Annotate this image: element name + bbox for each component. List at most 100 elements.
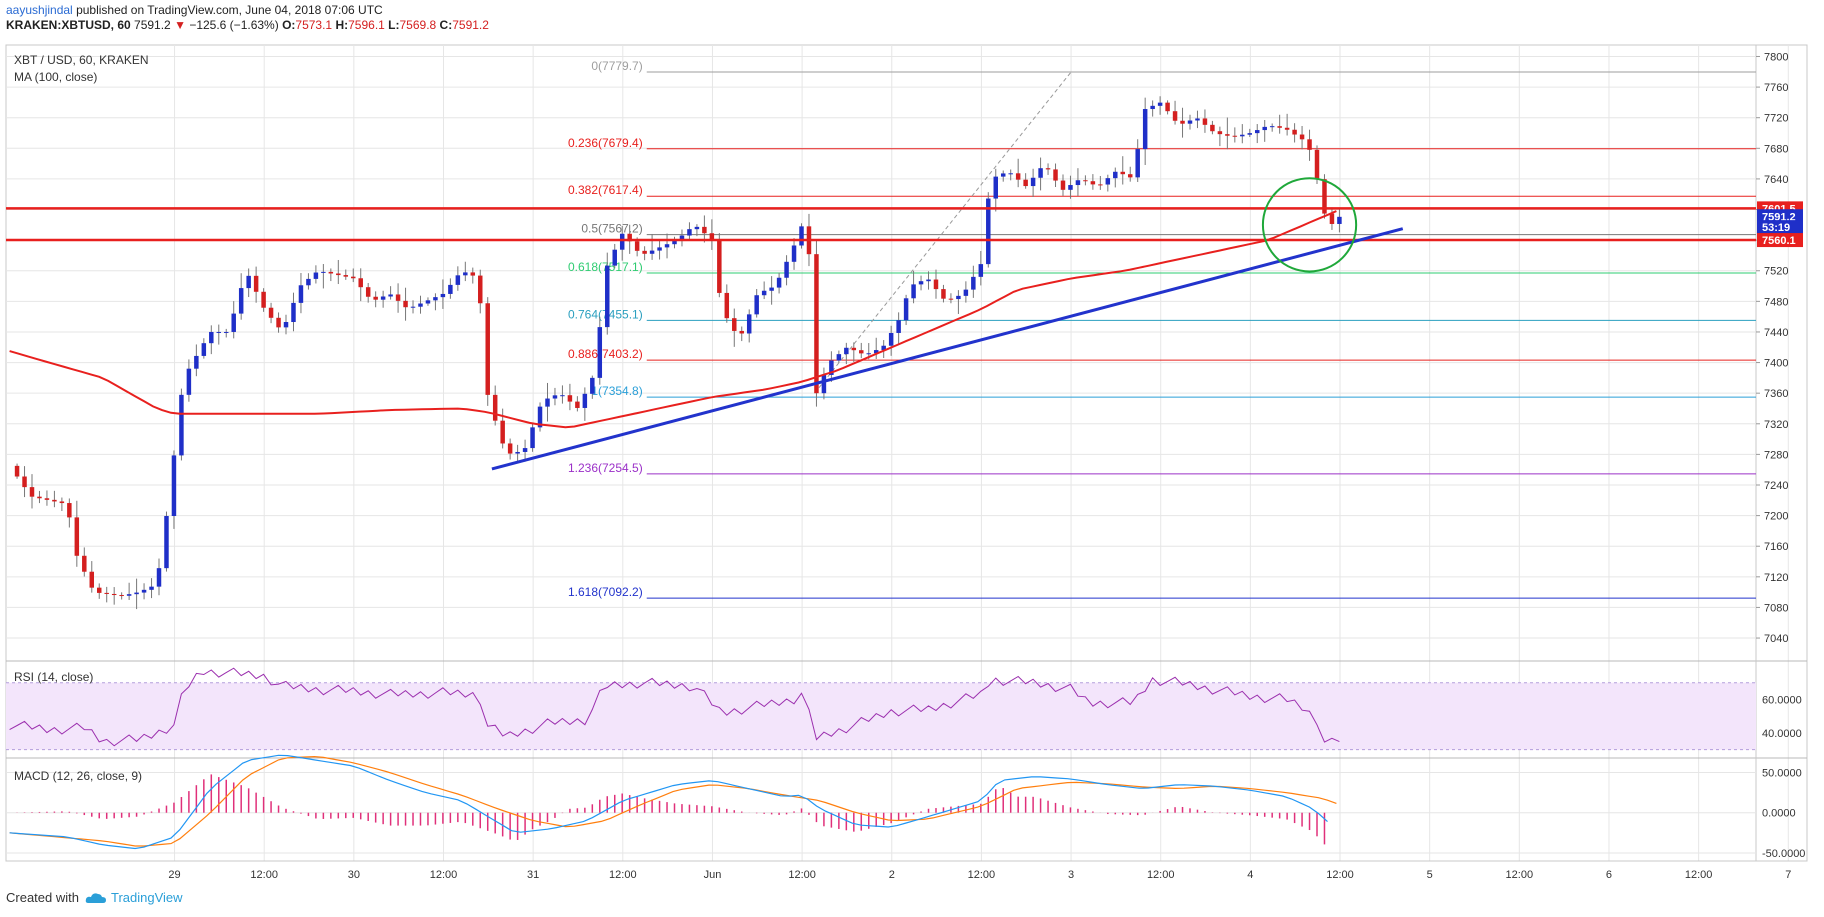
candle-body xyxy=(1000,173,1006,177)
price-tick-label: 7800 xyxy=(1764,51,1788,63)
candle-body xyxy=(1172,111,1178,121)
candle-body xyxy=(96,587,102,593)
time-tick-label: 12:00 xyxy=(968,869,996,881)
candle-body xyxy=(1083,180,1088,182)
rsi-legend: RSI (14, close) xyxy=(14,670,93,684)
candle-body xyxy=(1038,168,1043,178)
candle-body xyxy=(590,377,595,394)
price-tick-label: 7280 xyxy=(1764,449,1788,461)
created-with-label: Created with xyxy=(6,890,79,905)
fib-level-label: 1(7354.8) xyxy=(591,384,642,398)
candle-body xyxy=(948,298,954,300)
candle-body xyxy=(903,298,909,321)
trendline xyxy=(491,227,1404,471)
macd-tick-label: 0.0000 xyxy=(1762,808,1796,820)
candle-body xyxy=(1210,124,1215,132)
candle-body xyxy=(455,275,461,285)
time-axis[interactable]: 29 12:00 30 12:00 31 12:00 Jun 12:00 2 12:00 3 12:0… xyxy=(6,860,1807,881)
time-tick-label: 12:00 xyxy=(788,869,816,881)
candle-body xyxy=(395,294,401,301)
high-label: H: xyxy=(335,18,349,32)
candle-body xyxy=(1202,118,1208,125)
candle-body xyxy=(717,239,722,293)
candle-body xyxy=(37,496,42,499)
candle-body xyxy=(1337,216,1342,224)
candle-body xyxy=(448,284,453,294)
candle-body xyxy=(1187,120,1193,124)
candle-body xyxy=(179,394,184,456)
price-tick-label: 7440 xyxy=(1764,327,1788,339)
low-value: 7569.8 xyxy=(399,18,437,32)
candle-body xyxy=(373,296,378,300)
candle-body xyxy=(605,265,610,328)
price-tag xyxy=(1757,233,1803,248)
candle-body xyxy=(963,289,969,296)
candle-body xyxy=(1053,169,1058,181)
candle-body xyxy=(351,276,356,279)
time-tick-label: 2 xyxy=(889,869,895,881)
candle-body xyxy=(313,272,319,279)
fib-level-label: 0(7779.7) xyxy=(591,59,642,73)
main-legend-title: XBT / USD, 60, KRAKEN xyxy=(14,53,149,67)
candle-body xyxy=(986,198,991,265)
candle-body xyxy=(881,345,886,351)
macd-line xyxy=(9,754,1328,850)
candle-body xyxy=(1150,105,1155,110)
last-price: 7591.2 xyxy=(134,18,171,32)
price-tick-label: 7400 xyxy=(1764,358,1788,370)
candle-body xyxy=(515,451,520,454)
candle-body xyxy=(261,291,266,308)
price-tick-label: 7040 xyxy=(1764,633,1788,645)
price-tick-label: 7120 xyxy=(1764,572,1788,584)
candle-body xyxy=(403,300,408,308)
fib-level-label: 1.618(7092.2) xyxy=(568,585,643,599)
candle-body xyxy=(844,347,849,355)
candle-body xyxy=(485,303,490,395)
rsi-tick-label: 60.0000 xyxy=(1762,694,1802,706)
candle-body xyxy=(418,303,423,307)
candle-body xyxy=(1075,180,1081,186)
author-link[interactable]: aayushjindal xyxy=(6,3,73,17)
price-tick-label: 7480 xyxy=(1764,296,1788,308)
candle-body xyxy=(224,331,229,333)
macd-legend: MACD (12, 26, close, 9) xyxy=(14,769,142,783)
candle-body xyxy=(1299,134,1305,140)
candle-body xyxy=(1165,102,1170,112)
candle-body xyxy=(530,427,535,449)
plot-layers: 0(7779.7) 0.236(7679.4) 0.382(7617.4) 0.5(7… xyxy=(6,59,1756,850)
price-tag-label: 7560.1 xyxy=(1762,235,1796,247)
time-tick-label: 4 xyxy=(1247,869,1253,881)
time-tick-label: 12:00 xyxy=(1685,869,1713,881)
candle-body xyxy=(209,331,214,344)
candle-body xyxy=(1254,130,1260,134)
candle-body xyxy=(873,350,879,354)
candle-body xyxy=(851,347,857,351)
candle-body xyxy=(1105,178,1111,185)
candle-body xyxy=(814,254,819,394)
candle-body xyxy=(791,245,797,262)
candle-body xyxy=(978,264,984,277)
candle-body xyxy=(171,455,177,516)
time-tick-label: 12:00 xyxy=(1506,869,1534,881)
candle-body xyxy=(657,247,662,251)
candle-body xyxy=(194,355,199,369)
candle-body xyxy=(739,330,744,334)
price-axis[interactable]: 7040 7080 7120 7160 7200 7240 7280 7320 7360 7400… xyxy=(1756,51,1805,860)
candle-body xyxy=(67,503,72,518)
candle-body xyxy=(149,586,154,590)
candle-body xyxy=(74,517,80,556)
candle-body xyxy=(567,395,573,402)
time-tick-label: 6 xyxy=(1606,869,1612,881)
candle-body xyxy=(926,279,931,282)
candle-body xyxy=(896,320,901,333)
candle-body xyxy=(328,271,334,274)
candle-body xyxy=(821,374,827,394)
candle-body xyxy=(358,278,363,288)
fib-level-label: 0.886(7403.2) xyxy=(568,347,643,361)
candle-body xyxy=(709,233,715,240)
candle-body xyxy=(336,273,341,276)
candle-body xyxy=(283,322,289,328)
tradingview-brand[interactable]: TradingView xyxy=(85,890,183,905)
price-tag xyxy=(1757,220,1803,235)
